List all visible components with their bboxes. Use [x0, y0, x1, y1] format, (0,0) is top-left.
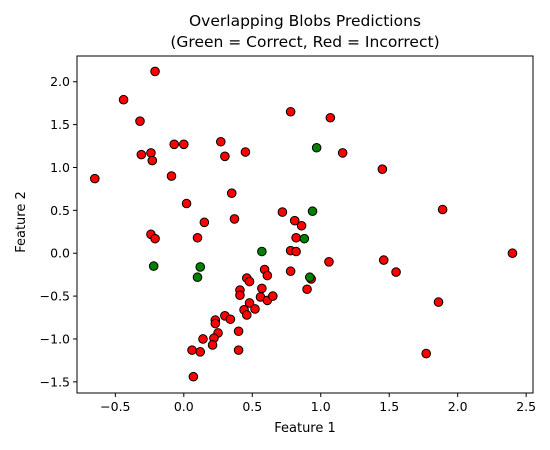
- incorrect-point: [215, 136, 226, 147]
- incorrect-point: [179, 139, 189, 150]
- correct-point: [257, 246, 267, 257]
- incorrect-point: [226, 188, 237, 199]
- y-tick-label: 2.0: [50, 74, 70, 89]
- incorrect-point: [195, 347, 206, 357]
- incorrect-point: [296, 220, 307, 231]
- incorrect-point: [244, 298, 255, 308]
- incorrect-point: [150, 233, 160, 244]
- incorrect-point: [391, 267, 401, 277]
- incorrect-point: [118, 94, 129, 105]
- incorrect-point: [229, 214, 240, 224]
- x-tick-label: 0.5: [242, 399, 262, 414]
- incorrect-point: [325, 112, 336, 123]
- chart-title-line1: Overlapping Blobs Predictions: [189, 12, 421, 30]
- correct-point: [195, 262, 206, 272]
- correct-point: [192, 272, 203, 283]
- incorrect-point: [233, 326, 244, 337]
- incorrect-point: [262, 270, 273, 281]
- y-tick-label: 0.0: [50, 246, 70, 261]
- incorrect-point: [302, 284, 312, 295]
- incorrect-point: [421, 348, 431, 359]
- y-axis-label: Feature 2: [14, 191, 29, 253]
- incorrect-point: [90, 173, 100, 184]
- y-tick-label: −0.5: [40, 289, 70, 304]
- x-tick-label: −0.5: [100, 399, 130, 414]
- y-tick-label: −1.5: [40, 374, 70, 389]
- incorrect-point: [433, 297, 444, 307]
- incorrect-point: [225, 314, 236, 325]
- y-tick-label: −1.0: [40, 331, 70, 346]
- data-points: [90, 66, 518, 382]
- x-axis-label: Feature 1: [274, 421, 336, 436]
- incorrect-point: [187, 345, 197, 355]
- incorrect-point: [268, 291, 278, 301]
- x-tick-label: 0.0: [174, 399, 194, 414]
- incorrect-point: [437, 204, 448, 215]
- x-tick-label: 1.0: [311, 399, 331, 414]
- incorrect-point: [136, 149, 147, 160]
- incorrect-point: [285, 266, 296, 277]
- incorrect-point: [235, 290, 245, 301]
- incorrect-point: [150, 66, 160, 77]
- incorrect-point: [507, 248, 518, 259]
- incorrect-point: [240, 147, 251, 157]
- correct-point: [299, 233, 310, 244]
- incorrect-point: [188, 371, 199, 382]
- incorrect-point: [285, 106, 296, 117]
- incorrect-point: [242, 310, 252, 320]
- y-tick-label: 1.5: [50, 117, 70, 132]
- incorrect-point: [220, 151, 230, 162]
- x-tick-label: 2.5: [516, 399, 536, 414]
- correct-point: [311, 142, 322, 153]
- plot-area-frame: [76, 55, 534, 394]
- x-axis-ticks: −0.5 0.0 0.5 1.0 1.5 2.0 2.5: [100, 393, 536, 414]
- incorrect-point: [147, 155, 158, 166]
- correct-point: [307, 206, 318, 217]
- incorrect-point: [291, 232, 301, 243]
- incorrect-point: [250, 304, 260, 314]
- incorrect-point: [198, 334, 208, 344]
- incorrect-point: [337, 148, 348, 158]
- incorrect-point: [233, 345, 244, 355]
- incorrect-point: [146, 148, 156, 158]
- incorrect-point: [377, 164, 388, 174]
- incorrect-point: [257, 283, 267, 294]
- correct-point: [148, 261, 159, 271]
- incorrect-point: [378, 255, 389, 265]
- incorrect-point: [277, 207, 288, 217]
- incorrect-point: [289, 215, 300, 226]
- x-tick-label: 1.5: [379, 399, 399, 414]
- incorrect-point: [199, 217, 210, 228]
- incorrect-point: [192, 232, 203, 243]
- incorrect-point: [207, 340, 218, 350]
- chart-title-line2: (Green = Correct, Red = Incorrect): [170, 33, 439, 51]
- incorrect-point: [166, 171, 177, 181]
- correct-point: [304, 272, 315, 283]
- incorrect-point: [169, 139, 180, 150]
- incorrect-point: [181, 198, 192, 209]
- y-tick-label: 0.5: [50, 203, 70, 218]
- incorrect-point: [324, 257, 334, 267]
- incorrect-point: [291, 246, 301, 257]
- x-tick-label: 2.0: [448, 399, 468, 414]
- y-tick-label: 1.0: [50, 160, 70, 175]
- incorrect-point: [210, 318, 221, 329]
- incorrect-point: [135, 116, 145, 126]
- incorrect-point: [244, 276, 255, 287]
- y-axis-ticks: −1.5 −1.0 −0.5 0.0 0.5 1.0 1.5 2.0: [40, 74, 77, 389]
